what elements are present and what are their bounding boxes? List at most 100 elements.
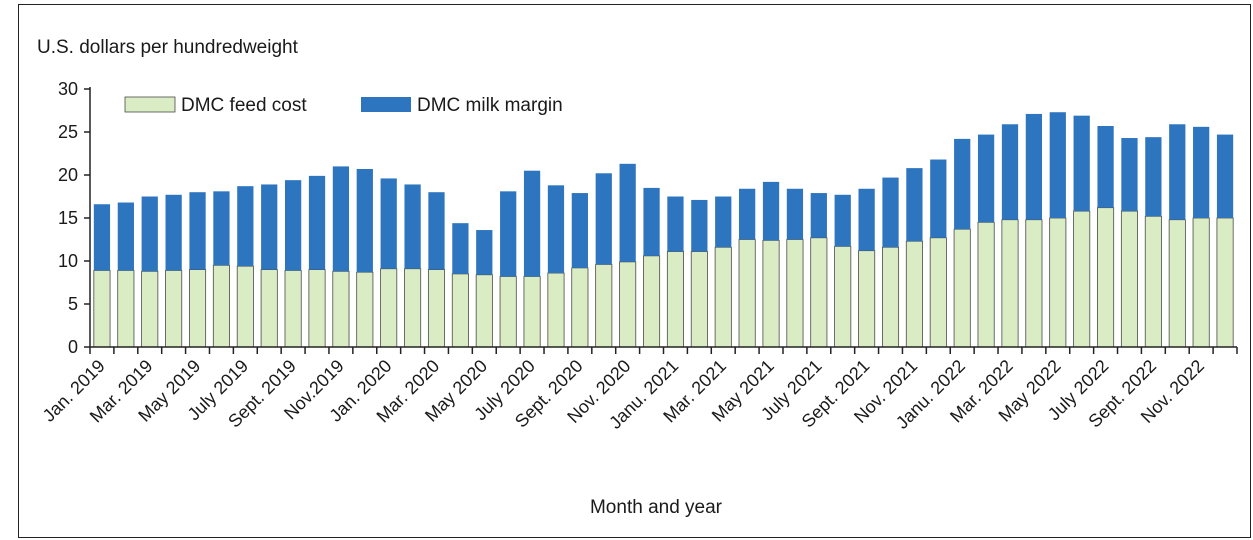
bar-milk-margin — [237, 186, 254, 267]
legend-swatch-milk-margin — [361, 97, 411, 112]
bar-feed-cost — [619, 261, 637, 348]
bar-milk-margin — [356, 168, 373, 273]
bar-feed-cost — [595, 264, 613, 348]
bar-milk-margin — [954, 138, 971, 230]
bar-feed-cost — [881, 246, 900, 348]
bar-feed-cost — [1144, 215, 1162, 348]
bar-feed-cost — [1049, 217, 1067, 348]
bar-feed-cost — [380, 268, 398, 348]
bar-milk-margin — [476, 230, 493, 275]
bar-milk-margin — [595, 173, 612, 265]
bar-feed-cost — [738, 239, 756, 348]
bar-feed-cost — [117, 270, 135, 348]
y-axis-title: U.S. dollars per hundredweight — [37, 37, 299, 58]
legend-label-milk-margin: DMC milk margin — [417, 95, 563, 116]
bar-milk-margin — [1145, 137, 1162, 217]
bar-milk-margin — [428, 192, 445, 270]
chart-svg: U.S. dollars per hundredweight Month and… — [37, 37, 1238, 518]
bar-milk-margin — [1121, 138, 1138, 212]
bar-feed-cost — [929, 237, 947, 348]
bar-feed-cost — [643, 255, 661, 348]
bar-milk-margin — [261, 184, 278, 270]
bar-milk-margin — [571, 193, 588, 268]
bar-milk-margin — [284, 180, 302, 271]
bar-feed-cost — [714, 246, 732, 348]
bar-feed-cost — [953, 228, 971, 348]
bar-milk-margin — [1001, 124, 1019, 220]
bar-milk-margin — [523, 170, 541, 277]
bar-milk-margin — [906, 168, 923, 242]
bar-milk-margin — [691, 199, 708, 252]
bar-milk-margin — [1049, 112, 1066, 218]
y-tick-label: 20 — [58, 165, 78, 185]
bars-layer — [93, 112, 1234, 348]
bar-milk-margin — [141, 196, 158, 272]
bar-milk-margin — [117, 202, 134, 271]
bar-feed-cost — [834, 245, 852, 348]
legend-swatch-feed-cost — [124, 96, 176, 113]
bar-milk-margin — [882, 177, 899, 248]
bar-feed-cost — [165, 270, 183, 348]
bar-milk-margin — [1097, 125, 1114, 208]
bar-milk-margin — [1169, 124, 1186, 220]
y-tick-label: 25 — [58, 122, 78, 142]
bar-milk-margin — [834, 194, 851, 247]
bar-feed-cost — [93, 270, 111, 348]
bar-feed-cost — [858, 250, 876, 348]
bar-feed-cost — [1192, 217, 1210, 348]
bar-milk-margin — [667, 196, 684, 252]
bar-feed-cost — [977, 221, 995, 348]
bar-milk-margin — [1193, 126, 1210, 218]
bar-feed-cost — [1025, 219, 1043, 348]
bar-feed-cost — [475, 274, 493, 348]
bar-feed-cost — [236, 265, 254, 348]
bar-milk-margin — [189, 192, 206, 270]
bar-milk-margin — [308, 175, 326, 270]
chart-frame: U.S. dollars per hundredweight Month and… — [18, 4, 1251, 538]
bar-milk-margin — [1073, 115, 1090, 212]
bar-feed-cost — [762, 239, 780, 348]
bar-feed-cost — [141, 270, 159, 348]
bar-milk-margin — [93, 204, 111, 271]
bar-feed-cost — [189, 269, 207, 348]
y-tick-label: 10 — [58, 251, 78, 271]
bar-feed-cost — [1168, 219, 1186, 348]
bar-milk-margin — [500, 191, 517, 277]
bar-feed-cost — [1001, 219, 1019, 348]
bar-milk-margin — [715, 196, 732, 248]
bar-feed-cost — [690, 251, 708, 348]
bar-milk-margin — [165, 194, 182, 271]
bar-milk-margin — [619, 163, 636, 262]
bar-feed-cost — [356, 271, 374, 348]
bar-milk-margin — [643, 187, 660, 256]
bar-milk-margin — [380, 178, 397, 269]
y-tick-label: 5 — [68, 294, 78, 314]
bar-milk-margin — [1025, 113, 1043, 220]
bar-feed-cost — [905, 240, 923, 348]
bar-feed-cost — [1073, 210, 1091, 348]
bar-milk-margin — [786, 188, 804, 240]
bar-milk-margin — [977, 134, 995, 223]
bar-milk-margin — [739, 188, 756, 240]
bar-feed-cost — [284, 270, 302, 348]
bar-milk-margin — [1216, 134, 1234, 218]
bar-feed-cost — [260, 269, 278, 348]
y-tick-label: 15 — [58, 208, 78, 228]
bar-feed-cost — [1216, 217, 1234, 348]
bar-milk-margin — [213, 191, 230, 266]
bar-feed-cost — [666, 251, 684, 348]
bar-feed-cost — [427, 269, 446, 348]
bar-milk-margin — [547, 185, 565, 274]
bar-feed-cost — [404, 268, 422, 348]
bar-feed-cost — [212, 264, 230, 348]
bar-milk-margin — [810, 193, 827, 238]
y-tick-label: 30 — [58, 79, 78, 99]
x-axis-title: Month and year — [590, 497, 723, 518]
bar-feed-cost — [571, 267, 589, 348]
legend-label-feed-cost: DMC feed cost — [181, 95, 307, 116]
bar-feed-cost — [810, 237, 828, 348]
bar-feed-cost — [523, 276, 541, 348]
bar-feed-cost — [499, 276, 517, 348]
legend: DMC feed cost DMC milk margin — [124, 95, 563, 116]
bar-milk-margin — [930, 159, 947, 238]
